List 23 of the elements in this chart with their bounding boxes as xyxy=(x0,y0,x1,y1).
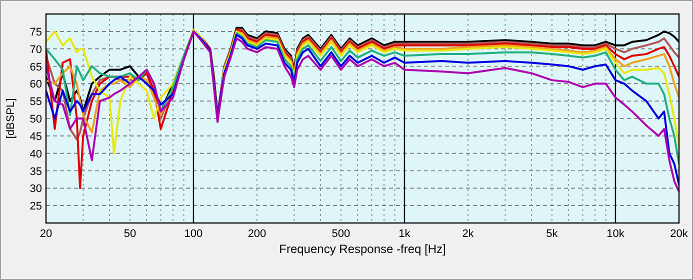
x-tick-label: 10k xyxy=(606,228,625,240)
y-tick-label: 45 xyxy=(30,130,42,143)
y-tick-label: 30 xyxy=(30,183,42,196)
x-axis-title: Frequency Response -freq [Hz] xyxy=(279,242,446,256)
y-tick-label: 50 xyxy=(30,114,42,126)
x-tick-label: 200 xyxy=(248,228,266,240)
x-tick-label: 20 xyxy=(40,228,52,240)
y-tick-label: 25 xyxy=(30,200,42,213)
y-tick-label: 40 xyxy=(30,148,42,160)
y-axis-title: [dBSPL] xyxy=(5,98,17,139)
y-tick-label: 55 xyxy=(30,96,42,108)
y-tick-label: 65 xyxy=(30,61,42,74)
x-tick-label: 50 xyxy=(124,228,136,240)
x-tick-label: 20k xyxy=(670,228,688,240)
y-tick-label: 70 xyxy=(30,44,42,56)
y-tick-label: 35 xyxy=(30,166,42,178)
y-tick-label: 75 xyxy=(30,26,42,38)
y-tick-label: 60 xyxy=(30,78,42,91)
x-tick-label: 5k xyxy=(546,228,558,240)
x-tick-label: 100 xyxy=(184,228,203,240)
x-tick-label: 2k xyxy=(462,228,474,240)
x-tick-label: 500 xyxy=(332,228,350,240)
x-tick-label: 1k xyxy=(398,228,411,240)
